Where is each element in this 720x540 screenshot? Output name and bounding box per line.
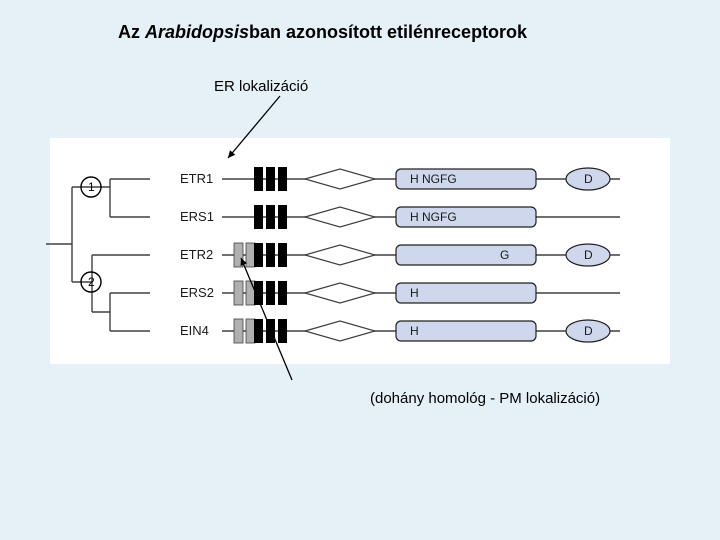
svg-text:H NGFG: H NGFG (410, 172, 457, 186)
footer-label: (dohány homológ - PM lokalizáció) (370, 390, 600, 407)
svg-text:H: H (410, 324, 419, 338)
diagram-svg: 1 2 ETR1 H NGFG D ERS1 H NGFG ETR2 G D ERS2 H EIN4 H D (0, 0, 720, 540)
svg-text:D: D (584, 324, 593, 338)
svg-text:2: 2 (88, 275, 95, 289)
svg-text:EIN4: EIN4 (180, 323, 209, 338)
svg-text:ERS2: ERS2 (180, 285, 214, 300)
svg-text:G: G (500, 248, 509, 262)
svg-text:D: D (584, 172, 593, 186)
svg-text:1: 1 (88, 180, 95, 194)
svg-text:H: H (410, 286, 419, 300)
svg-text:ETR2: ETR2 (180, 247, 213, 262)
svg-text:D: D (584, 248, 593, 262)
svg-text:ETR1: ETR1 (180, 171, 213, 186)
svg-text:ERS1: ERS1 (180, 209, 214, 224)
svg-text:H NGFG: H NGFG (410, 210, 457, 224)
